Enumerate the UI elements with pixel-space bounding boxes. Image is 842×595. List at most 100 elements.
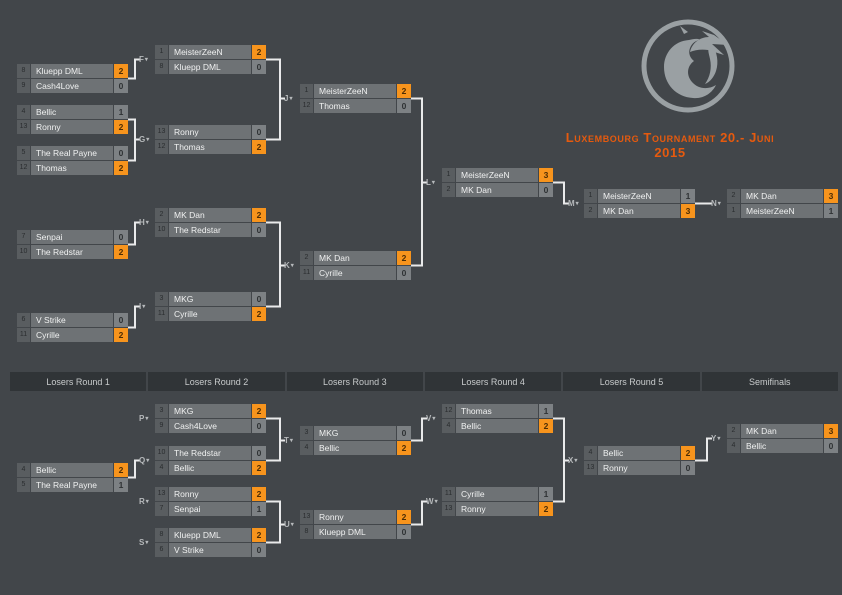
match-row[interactable]: 3 MKG 2	[155, 404, 266, 418]
player-score: 1	[114, 105, 128, 119]
match-row[interactable]: 4 Bellic 2	[300, 441, 411, 455]
match-row[interactable]: 10 The Redstar 2	[17, 245, 128, 259]
match-row[interactable]: 1 MeisterZeeN 2	[300, 84, 411, 98]
round-header-losers-1: Losers Round 1	[10, 372, 147, 391]
match-label-V[interactable]: V ▾	[426, 414, 435, 424]
match-row[interactable]: 3 MKG 0	[155, 292, 266, 306]
match-label-N[interactable]: N ▾	[711, 199, 721, 209]
player-seed: 10	[155, 446, 168, 460]
match-label-K[interactable]: K ▾	[284, 261, 294, 271]
player-name: MeisterZeeN	[314, 84, 396, 98]
connector-line	[128, 221, 140, 246]
match-label-G[interactable]: G ▾	[139, 135, 149, 145]
match-row[interactable]: 4 Bellic 0	[727, 439, 838, 453]
match-row[interactable]: 1 MeisterZeeN 2	[155, 45, 266, 59]
dropdown-caret-icon: ▾	[145, 415, 149, 422]
connector-line	[266, 97, 285, 141]
match-row[interactable]: 2 MK Dan 3	[727, 424, 838, 438]
player-seed: 11	[155, 307, 168, 321]
dropdown-caret-icon: ▾	[289, 437, 293, 444]
player-seed: 7	[155, 502, 168, 516]
match-row[interactable]: 13 Ronny 2	[300, 510, 411, 524]
player-seed: 2	[584, 204, 597, 218]
match-row[interactable]: 11 Cyrille 1	[442, 487, 553, 501]
match-letter: W	[426, 497, 434, 506]
match-row[interactable]: 7 Senpai 0	[17, 230, 128, 244]
match-row[interactable]: 10 The Redstar 0	[155, 446, 266, 460]
match-row[interactable]: 13 Ronny 2	[17, 120, 128, 134]
match-label-Q[interactable]: Q ▾	[139, 456, 149, 466]
match-row[interactable]: 10 The Redstar 0	[155, 223, 266, 237]
match-row[interactable]: 1 MeisterZeeN 3	[442, 168, 553, 182]
player-score: 3	[681, 204, 695, 218]
match-row[interactable]: 7 Senpai 1	[155, 502, 266, 516]
match-row[interactable]: 12 Thomas 0	[300, 99, 411, 113]
match-row[interactable]: 4 Bellic 1	[17, 105, 128, 119]
player-score: 2	[681, 446, 695, 460]
player-seed: 4	[442, 419, 455, 433]
match-row[interactable]: 4 Bellic 2	[442, 419, 553, 433]
match-row[interactable]: 4 Bellic 2	[584, 446, 695, 460]
match-label-R[interactable]: R ▾	[139, 497, 149, 507]
player-seed: 12	[155, 140, 168, 154]
match-row[interactable]: 9 Cash4Love 0	[155, 419, 266, 433]
match-label-S[interactable]: S ▾	[139, 538, 148, 548]
match-row[interactable]: 12 Thomas 2	[155, 140, 266, 154]
match-label-M[interactable]: M ▾	[568, 199, 579, 209]
player-score: 1	[252, 502, 266, 516]
match-row[interactable]: 3 MKG 0	[300, 426, 411, 440]
match-row[interactable]: 2 MK Dan 0	[442, 183, 553, 197]
match-label-Y[interactable]: Y ▾	[711, 434, 720, 444]
match-row[interactable]: 12 Thomas 1	[442, 404, 553, 418]
match-row[interactable]: 4 Bellic 2	[17, 463, 128, 477]
match-row[interactable]: 11 Cyrille 0	[300, 266, 411, 280]
match-row[interactable]: 8 Kluepp DML 0	[155, 60, 266, 74]
match-row[interactable]: 1 MeisterZeeN 1	[584, 189, 695, 203]
match-label-J[interactable]: J ▾	[284, 94, 292, 104]
player-name: MK Dan	[741, 424, 823, 438]
match-label-P[interactable]: P ▾	[139, 414, 148, 424]
match-label-U[interactable]: U ▾	[284, 520, 294, 530]
match-row[interactable]: 2 MK Dan 2	[300, 251, 411, 265]
match-label-H[interactable]: H ▾	[139, 218, 149, 228]
match-label-W[interactable]: W ▾	[426, 497, 438, 507]
match-row[interactable]: 13 Ronny 2	[155, 487, 266, 501]
match-label-T[interactable]: T ▾	[284, 436, 293, 446]
match-row[interactable]: 11 Cyrille 2	[155, 307, 266, 321]
match-letter: S	[139, 538, 145, 547]
match-row[interactable]: 13 Ronny 0	[155, 125, 266, 139]
dropdown-caret-icon: ▾	[290, 521, 294, 528]
player-seed: 1	[300, 84, 313, 98]
player-seed: 7	[17, 230, 30, 244]
match-W: 11 Cyrille 1 13 Ronny 2	[442, 487, 553, 516]
match-row[interactable]: 4 Bellic 2	[155, 461, 266, 475]
player-seed: 5	[17, 478, 30, 492]
match-label-L[interactable]: L ▾	[426, 178, 435, 188]
match-row[interactable]: 2 MK Dan 3	[584, 204, 695, 218]
match-row[interactable]: 8 Kluepp DML 2	[155, 528, 266, 542]
match-row[interactable]: 2 MK Dan 2	[155, 208, 266, 222]
match-row[interactable]: 13 Ronny 0	[584, 461, 695, 475]
match-label-X[interactable]: X ▾	[568, 456, 577, 466]
match-row[interactable]: 5 The Real Payne 1	[17, 478, 128, 492]
match-row[interactable]: 9 Cash4Love 0	[17, 79, 128, 93]
connector-line	[266, 221, 285, 267]
match-row[interactable]: 1 MeisterZeeN 1	[727, 204, 838, 218]
match-row[interactable]: 13 Ronny 2	[442, 502, 553, 516]
match-row[interactable]: 11 Cyrille 2	[17, 328, 128, 342]
match-row[interactable]: 5 The Real Payne 0	[17, 146, 128, 160]
match-row[interactable]: 8 Kluepp DML 2	[17, 64, 128, 78]
player-score: 3	[824, 424, 838, 438]
match-row[interactable]: 8 Kluepp DML 0	[300, 525, 411, 539]
player-score: 2	[397, 251, 411, 265]
match-label-I[interactable]: I ▾	[139, 302, 145, 312]
dropdown-caret-icon: ▾	[290, 262, 294, 269]
match-label-F[interactable]: F ▾	[139, 55, 148, 65]
match-row[interactable]: 2 MK Dan 3	[727, 189, 838, 203]
tournament-title: Luxembourg Tournament 20.- Juni 2015	[565, 130, 775, 160]
match-row[interactable]: 12 Thomas 2	[17, 161, 128, 175]
player-score: 3	[824, 189, 838, 203]
match-letter: Y	[711, 434, 717, 443]
